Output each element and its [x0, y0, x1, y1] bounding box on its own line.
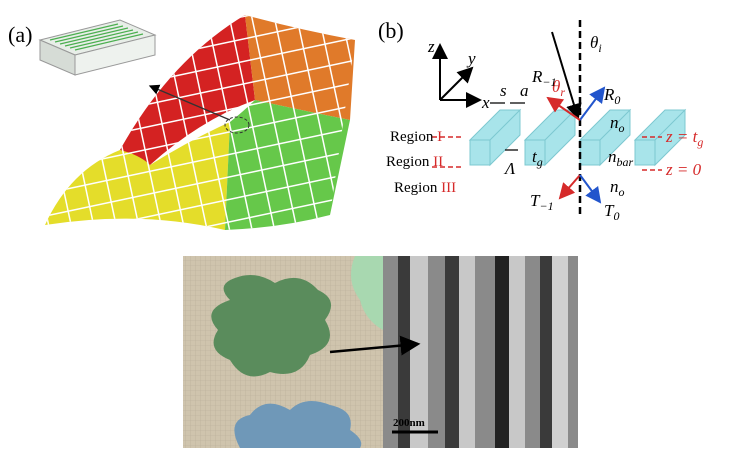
figure: (a) (b) z y x [0, 0, 734, 449]
axis-label: x [481, 93, 490, 112]
ray [560, 175, 580, 198]
axis-label: z [427, 37, 435, 56]
label: nbar [608, 147, 634, 169]
region-label: Region III [394, 180, 456, 196]
label: θi [590, 33, 602, 55]
label: R−1 [531, 67, 557, 89]
label: a [520, 81, 529, 100]
label: z = tg [665, 127, 703, 149]
panel-a: (a) [8, 15, 355, 230]
region-label: Region I [390, 129, 442, 145]
region-label: Region II [386, 154, 443, 170]
inset-box [40, 20, 155, 75]
ray [580, 88, 604, 120]
axis [440, 68, 472, 100]
axis-label: y [466, 49, 476, 68]
label: T0 [604, 201, 619, 223]
panel-label: (b) [378, 18, 404, 43]
label: T−1 [530, 191, 554, 213]
panel-label: (a) [8, 22, 32, 47]
scale-label: 200nm [393, 417, 425, 429]
label: z = 0 [665, 160, 702, 179]
label: no [610, 177, 625, 199]
label: Λ [503, 159, 516, 178]
panel-b: (b) z y x s a θi θr R−1 R0 no Region I R… [378, 18, 703, 223]
label: R0 [603, 85, 620, 107]
label: s [500, 81, 507, 100]
ray [580, 175, 600, 202]
panel-c: 200nm [183, 256, 578, 448]
